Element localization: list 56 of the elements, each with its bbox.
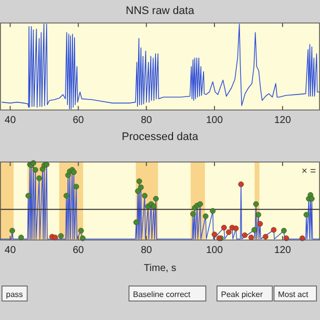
point	[253, 201, 259, 207]
button: Peak picker	[216, 286, 273, 302]
x-tick-label: 60	[72, 115, 84, 126]
x-tick-label: 100	[206, 245, 224, 256]
point	[270, 227, 276, 233]
point	[309, 196, 315, 202]
point	[212, 232, 218, 238]
point	[238, 181, 244, 188]
x-tick-label: 40	[4, 245, 16, 256]
x-tick-label: 80	[140, 245, 152, 256]
point	[257, 221, 263, 227]
point	[32, 167, 38, 173]
x-tick-label: 120	[274, 115, 292, 126]
point	[151, 204, 157, 210]
point	[78, 228, 84, 234]
point	[153, 196, 159, 202]
point	[73, 184, 80, 190]
point	[135, 188, 141, 194]
point	[248, 234, 254, 240]
point	[281, 228, 287, 234]
point	[36, 175, 42, 181]
button: Most act	[274, 286, 317, 302]
point	[58, 233, 64, 239]
point	[233, 226, 239, 232]
point	[256, 212, 262, 218]
point	[138, 184, 144, 190]
point	[52, 234, 58, 240]
chart-title: NNS raw data	[126, 5, 196, 17]
point	[18, 234, 24, 240]
point	[304, 212, 310, 218]
button: Baseline correct	[128, 286, 206, 302]
point	[190, 211, 196, 217]
point	[142, 192, 148, 198]
x-axis-title: Time, s	[144, 263, 176, 274]
point	[221, 224, 227, 230]
x-tick-label: 40	[4, 115, 16, 126]
point	[242, 232, 248, 238]
x-tick-label: 80	[140, 115, 152, 126]
button: pass	[2, 286, 28, 302]
x-tick-label: 100	[206, 115, 224, 126]
point	[133, 219, 139, 226]
point	[262, 234, 268, 240]
point	[64, 192, 70, 198]
point	[25, 192, 32, 198]
annotation: × =	[302, 166, 316, 177]
point	[202, 213, 208, 219]
point	[197, 201, 203, 207]
point	[210, 208, 216, 214]
point	[136, 178, 142, 184]
point	[226, 229, 232, 235]
point	[44, 162, 50, 168]
x-tick-label: 120	[274, 245, 292, 256]
chart-title: Processed data	[122, 131, 200, 143]
point	[252, 227, 258, 233]
point	[9, 228, 16, 234]
x-tick-label: 60	[72, 245, 84, 256]
